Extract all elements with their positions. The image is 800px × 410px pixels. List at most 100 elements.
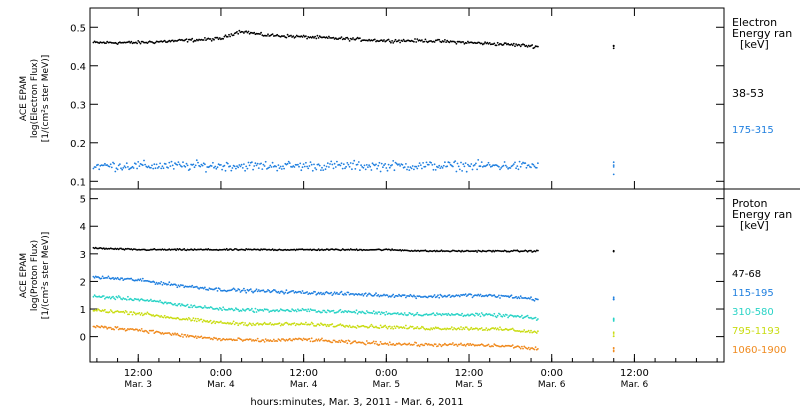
data-point bbox=[282, 165, 284, 168]
data-point bbox=[535, 332, 538, 334]
data-point bbox=[104, 297, 106, 300]
data-point bbox=[237, 308, 240, 311]
data-point bbox=[160, 281, 163, 283]
data-point bbox=[257, 289, 260, 291]
data-point bbox=[470, 163, 473, 165]
data-point bbox=[537, 249, 539, 252]
data-point bbox=[122, 279, 125, 281]
data-point bbox=[257, 309, 260, 312]
data-point bbox=[225, 247, 228, 250]
data-point bbox=[612, 164, 615, 167]
data-point bbox=[338, 293, 341, 295]
data-point bbox=[376, 312, 378, 315]
x-tick-label: 0:00 bbox=[375, 368, 397, 379]
data-point bbox=[478, 294, 481, 297]
data-point bbox=[316, 339, 319, 342]
data-point bbox=[383, 164, 385, 167]
data-point bbox=[437, 326, 439, 329]
data-point bbox=[370, 323, 373, 326]
data-point bbox=[125, 299, 128, 301]
data-point bbox=[191, 306, 194, 309]
data-point bbox=[342, 311, 345, 314]
data-point bbox=[269, 164, 272, 167]
data-point bbox=[244, 289, 247, 292]
data-point bbox=[140, 328, 143, 330]
data-point bbox=[444, 161, 446, 164]
data-point bbox=[275, 165, 277, 168]
data-point bbox=[256, 322, 259, 324]
data-point bbox=[385, 167, 388, 169]
data-point bbox=[113, 328, 115, 331]
data-point bbox=[344, 341, 346, 343]
data-point bbox=[434, 314, 437, 317]
data-point bbox=[191, 319, 194, 321]
data-point bbox=[301, 36, 304, 38]
series-310-580 bbox=[92, 294, 615, 322]
data-point bbox=[379, 313, 382, 316]
data-point bbox=[445, 313, 447, 315]
data-point bbox=[146, 42, 149, 44]
data-point bbox=[392, 327, 395, 330]
data-point bbox=[110, 310, 113, 313]
data-point bbox=[290, 310, 292, 313]
data-point bbox=[116, 296, 119, 299]
data-point bbox=[353, 159, 356, 162]
data-point bbox=[332, 36, 335, 39]
data-point bbox=[308, 337, 311, 340]
data-point bbox=[388, 166, 391, 169]
data-point bbox=[210, 322, 213, 325]
data-point bbox=[293, 166, 296, 168]
data-point bbox=[479, 315, 482, 318]
legend-entry: 115-195 bbox=[732, 288, 774, 299]
data-point bbox=[408, 326, 411, 329]
data-point bbox=[511, 164, 514, 167]
data-point bbox=[477, 159, 480, 161]
data-point bbox=[305, 161, 307, 164]
data-point bbox=[106, 40, 109, 43]
data-point bbox=[262, 339, 265, 342]
data-point bbox=[260, 162, 262, 165]
data-point bbox=[266, 35, 268, 37]
data-point bbox=[93, 294, 96, 297]
data-point bbox=[277, 164, 280, 167]
data-point bbox=[491, 165, 493, 168]
data-point bbox=[463, 42, 466, 45]
data-point bbox=[380, 162, 383, 165]
data-point bbox=[137, 161, 140, 163]
data-point bbox=[524, 162, 527, 165]
data-point bbox=[379, 170, 382, 173]
data-point bbox=[326, 37, 329, 39]
data-point bbox=[283, 35, 285, 37]
data-point bbox=[355, 248, 358, 251]
data-point bbox=[116, 168, 119, 171]
data-point bbox=[454, 41, 457, 44]
data-point bbox=[267, 33, 269, 36]
legend-title-line: [keV] bbox=[740, 38, 769, 51]
data-point bbox=[307, 167, 310, 170]
data-point bbox=[371, 325, 374, 328]
x-tick-date-label: Mar. 5 bbox=[455, 380, 483, 390]
data-point bbox=[216, 307, 219, 310]
data-point bbox=[333, 291, 336, 294]
data-point bbox=[218, 37, 221, 39]
data-point bbox=[249, 338, 252, 341]
data-point bbox=[302, 163, 305, 166]
data-point bbox=[179, 304, 182, 307]
data-point bbox=[467, 40, 469, 43]
data-point bbox=[162, 281, 165, 284]
data-point bbox=[517, 296, 520, 298]
data-point bbox=[101, 325, 104, 328]
data-point bbox=[286, 33, 289, 36]
data-point bbox=[101, 275, 104, 278]
data-point bbox=[533, 46, 536, 49]
data-point bbox=[369, 325, 372, 327]
data-point bbox=[363, 164, 366, 167]
data-point bbox=[141, 40, 144, 43]
data-point bbox=[371, 162, 374, 165]
data-point bbox=[518, 44, 521, 46]
data-point bbox=[612, 44, 615, 47]
data-point bbox=[449, 327, 452, 330]
data-point bbox=[276, 169, 279, 172]
data-point bbox=[249, 323, 252, 325]
data-point bbox=[437, 166, 439, 169]
